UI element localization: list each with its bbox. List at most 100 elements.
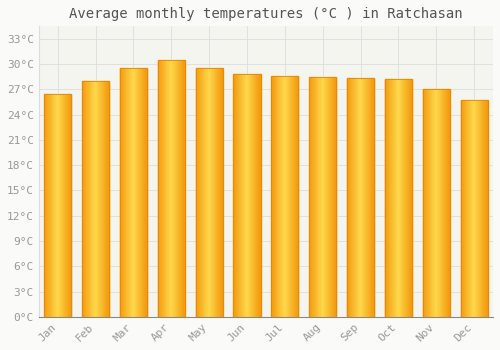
Bar	[94, 81, 95, 317]
Bar	[387, 79, 388, 317]
Bar	[87, 81, 88, 317]
Bar	[402, 79, 403, 317]
Bar	[439, 89, 440, 317]
Bar	[67, 94, 68, 317]
Bar	[428, 89, 429, 317]
Bar	[128, 68, 129, 317]
Bar	[240, 74, 241, 317]
Bar	[237, 74, 238, 317]
Bar	[271, 76, 298, 317]
Bar	[251, 74, 252, 317]
Bar	[331, 77, 332, 317]
Bar	[246, 74, 247, 317]
Bar	[212, 68, 213, 317]
Bar	[475, 99, 476, 317]
Title: Average monthly temperatures (°C ) in Ratchasan: Average monthly temperatures (°C ) in Ra…	[69, 7, 462, 21]
Bar	[221, 68, 222, 317]
Bar	[385, 79, 412, 317]
Bar	[295, 76, 296, 317]
Bar	[64, 94, 65, 317]
Bar	[406, 79, 407, 317]
Bar	[100, 81, 101, 317]
Bar	[44, 94, 72, 317]
Bar	[136, 68, 138, 317]
Bar	[198, 68, 199, 317]
Bar	[358, 78, 359, 317]
Bar	[68, 94, 69, 317]
Bar	[96, 81, 97, 317]
Bar	[462, 99, 463, 317]
Bar	[254, 74, 255, 317]
Bar	[123, 68, 124, 317]
Bar	[367, 78, 368, 317]
Bar	[287, 76, 288, 317]
Bar	[46, 94, 47, 317]
Bar	[349, 78, 350, 317]
Bar	[284, 76, 285, 317]
Bar	[427, 89, 428, 317]
Bar	[468, 99, 469, 317]
Bar	[50, 94, 51, 317]
Bar	[481, 99, 482, 317]
Bar	[291, 76, 292, 317]
Bar	[359, 78, 360, 317]
Bar	[285, 76, 286, 317]
Bar	[235, 74, 236, 317]
Bar	[139, 68, 140, 317]
Bar	[483, 99, 484, 317]
Bar	[253, 74, 254, 317]
Bar	[292, 76, 293, 317]
Bar	[242, 74, 243, 317]
Bar	[388, 79, 389, 317]
Bar	[471, 99, 472, 317]
Bar	[208, 68, 209, 317]
Bar	[365, 78, 366, 317]
Bar	[176, 60, 178, 317]
Bar	[330, 77, 331, 317]
Bar	[313, 77, 314, 317]
Bar	[88, 81, 89, 317]
Bar	[90, 81, 91, 317]
Bar	[319, 77, 320, 317]
Bar	[333, 77, 334, 317]
Bar	[464, 99, 465, 317]
Bar	[245, 74, 246, 317]
Bar	[135, 68, 136, 317]
Bar	[70, 94, 71, 317]
Bar	[244, 74, 245, 317]
Bar	[175, 60, 176, 317]
Bar	[55, 94, 56, 317]
Bar	[470, 99, 471, 317]
Bar	[443, 89, 444, 317]
Bar	[105, 81, 106, 317]
Bar	[478, 99, 479, 317]
Bar	[399, 79, 400, 317]
Bar	[48, 94, 49, 317]
Bar	[124, 68, 126, 317]
Bar	[84, 81, 85, 317]
Bar	[196, 68, 197, 317]
Bar	[368, 78, 370, 317]
Bar	[239, 74, 240, 317]
Bar	[141, 68, 142, 317]
Bar	[160, 60, 161, 317]
Bar	[54, 94, 55, 317]
Bar	[366, 78, 367, 317]
Bar	[433, 89, 434, 317]
Bar	[248, 74, 249, 317]
Bar	[487, 99, 488, 317]
Bar	[324, 77, 325, 317]
Bar	[158, 60, 185, 317]
Bar	[179, 60, 180, 317]
Bar	[51, 94, 52, 317]
Bar	[315, 77, 316, 317]
Bar	[201, 68, 202, 317]
Bar	[449, 89, 450, 317]
Bar	[424, 89, 425, 317]
Bar	[275, 76, 276, 317]
Bar	[216, 68, 217, 317]
Bar	[274, 76, 275, 317]
Bar	[429, 89, 430, 317]
Bar	[257, 74, 258, 317]
Bar	[252, 74, 253, 317]
